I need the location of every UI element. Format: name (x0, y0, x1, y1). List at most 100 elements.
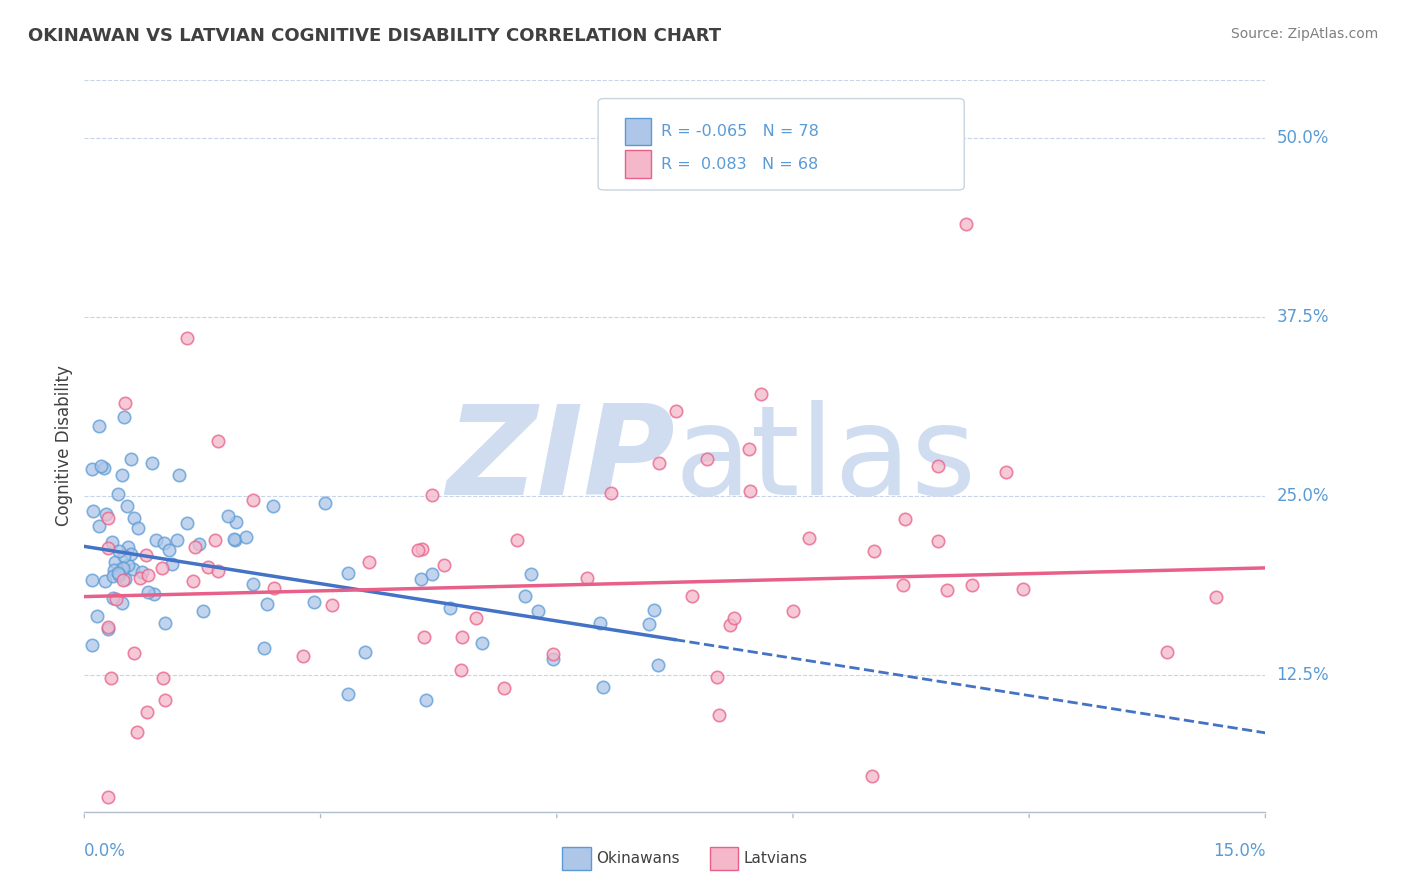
Point (176, 331, 198, 345)
Point (188, 537, 211, 551)
Point (589, 615, 612, 630)
Point (86, 608, 108, 623)
Point (222, 532, 245, 546)
FancyBboxPatch shape (598, 99, 965, 190)
Point (108, 543, 131, 558)
Point (439, 601, 461, 615)
Point (433, 558, 456, 573)
Point (136, 705, 159, 719)
Point (135, 549, 157, 563)
Point (321, 599, 343, 613)
Point (93, 460, 115, 475)
Point (575, 571, 598, 585)
Point (184, 540, 207, 554)
Point (492, 681, 515, 695)
Point (112, 549, 135, 563)
Point (110, 561, 132, 575)
Point (127, 725, 149, 739)
Point (136, 568, 159, 582)
Point (122, 646, 145, 660)
Point (224, 533, 246, 548)
Text: 37.5%: 37.5% (1277, 308, 1329, 326)
Point (101, 535, 124, 549)
Point (204, 533, 226, 547)
Point (718, 618, 741, 632)
Point (100, 671, 122, 685)
Point (749, 387, 772, 401)
Point (253, 640, 276, 655)
Point (197, 559, 219, 574)
Point (242, 576, 264, 591)
Point (111, 467, 134, 482)
Point (863, 544, 886, 558)
Bar (626, 151, 651, 178)
Point (105, 591, 128, 606)
Point (153, 535, 176, 549)
Point (120, 548, 142, 562)
Point (207, 564, 229, 578)
Point (122, 562, 145, 576)
Point (420, 488, 443, 502)
Point (927, 534, 949, 549)
Point (82, 638, 104, 652)
Text: ZIP: ZIP (446, 401, 675, 521)
Point (648, 457, 671, 471)
Point (82, 573, 104, 587)
Point (108, 568, 131, 582)
Point (107, 487, 129, 501)
Point (141, 457, 163, 471)
Point (302, 595, 325, 609)
Bar (626, 118, 651, 145)
Text: 50.0%: 50.0% (1277, 128, 1329, 146)
Point (894, 511, 917, 525)
Point (1011, 582, 1033, 596)
Point (782, 604, 804, 618)
Point (995, 465, 1018, 479)
Point (738, 442, 761, 456)
Point (665, 403, 688, 417)
Text: atlas: atlas (675, 401, 977, 521)
Point (114, 572, 136, 586)
Point (292, 649, 315, 664)
Point (93, 574, 115, 588)
Point (225, 515, 247, 529)
Point (797, 531, 820, 545)
Point (681, 589, 703, 603)
Point (176, 516, 198, 530)
Point (696, 452, 718, 467)
Point (167, 467, 190, 482)
Point (129, 571, 152, 585)
Point (124, 511, 146, 525)
Point (314, 496, 336, 510)
Point (120, 451, 142, 466)
Point (114, 396, 136, 410)
Point (740, 483, 762, 498)
Point (411, 542, 433, 557)
Point (150, 560, 173, 574)
Point (117, 541, 139, 555)
Point (412, 630, 434, 644)
Text: 0.0%: 0.0% (84, 842, 127, 860)
Point (600, 485, 623, 500)
Point (143, 587, 166, 601)
Text: R = -0.065   N = 78: R = -0.065 N = 78 (661, 124, 818, 139)
Point (97, 541, 120, 556)
Point (117, 558, 139, 572)
Point (592, 680, 614, 694)
Point (111, 596, 134, 610)
Text: 12.5%: 12.5% (1277, 666, 1329, 684)
Point (1156, 645, 1178, 659)
Point (127, 521, 149, 535)
Point (191, 604, 214, 618)
Point (89, 519, 111, 533)
Point (541, 652, 564, 666)
Point (860, 769, 883, 783)
Point (955, 217, 977, 231)
Point (415, 693, 437, 707)
Point (94, 507, 117, 521)
Point (638, 617, 661, 632)
Point (927, 458, 949, 473)
Point (207, 434, 229, 448)
Text: 25.0%: 25.0% (1277, 487, 1329, 505)
Point (643, 602, 665, 616)
